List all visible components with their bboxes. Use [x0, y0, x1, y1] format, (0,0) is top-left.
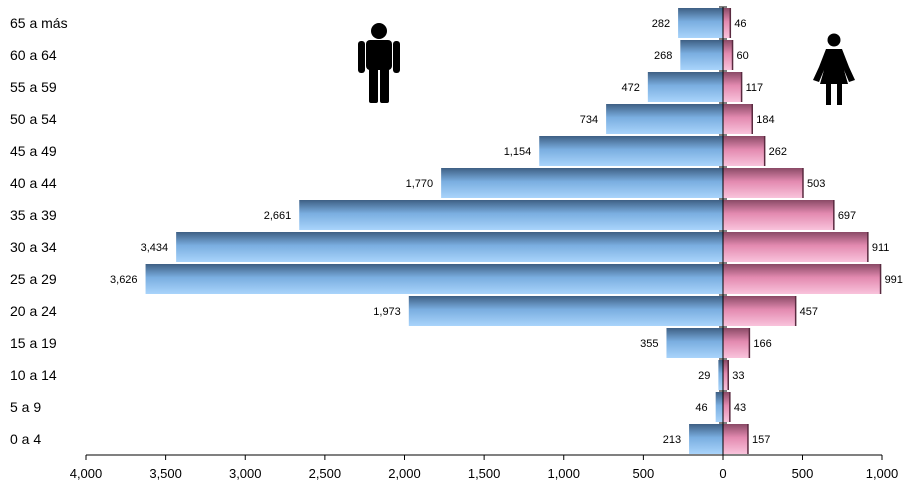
female-bar [723, 40, 733, 70]
category-label: 40 a 44 [10, 175, 57, 191]
male-data-label: 29 [698, 370, 710, 382]
male-bar [718, 360, 723, 390]
male-bar [715, 392, 723, 422]
female-data-label: 60 [737, 50, 749, 62]
male-bar [539, 136, 723, 166]
male-bar [145, 264, 723, 294]
male-figure-icon [358, 23, 400, 103]
female-data-label: 166 [753, 338, 771, 350]
male-data-label: 472 [621, 82, 639, 94]
female-data-label: 117 [746, 82, 764, 94]
female-figure-icon [813, 33, 855, 105]
female-bar [723, 72, 742, 102]
x-tick-label: 1,000 [547, 466, 580, 481]
male-data-label: 2,661 [264, 210, 292, 222]
female-data-label: 911 [872, 242, 890, 254]
category-label: 50 a 54 [10, 111, 57, 127]
female-data-label: 457 [800, 306, 818, 318]
female-bar [723, 328, 750, 358]
male-data-label: 268 [654, 50, 672, 62]
male-data-label: 46 [695, 402, 707, 414]
female-data-label: 184 [756, 114, 774, 126]
female-bar [723, 360, 729, 390]
female-data-label: 46 [734, 18, 746, 30]
male-bar [666, 328, 723, 358]
x-tick-label: 500 [792, 466, 814, 481]
female-bar [723, 136, 765, 166]
category-label: 10 a 14 [10, 367, 57, 383]
female-data-label: 503 [807, 178, 825, 190]
female-bar [723, 232, 868, 262]
data-labels: 282 46 268 60 472 117 734 184 1,154 262 1,770 503 2,… [110, 18, 903, 446]
female-data-label: 991 [885, 274, 903, 286]
female-data-label: 157 [752, 434, 770, 446]
bars-group [145, 8, 882, 454]
male-data-label: 1,973 [373, 306, 401, 318]
male-bar [647, 72, 723, 102]
x-tick-label: 500 [633, 466, 655, 481]
male-data-label: 3,434 [141, 242, 169, 254]
female-data-label: 43 [734, 402, 746, 414]
male-bar [680, 40, 723, 70]
category-label: 45 a 49 [10, 143, 57, 159]
female-data-label: 33 [732, 370, 744, 382]
category-label: 30 a 34 [10, 239, 57, 255]
female-bar [723, 104, 753, 134]
male-data-label: 734 [580, 114, 598, 126]
category-label: 60 a 64 [10, 47, 57, 63]
category-label: 15 a 19 [10, 335, 57, 351]
female-bar [723, 8, 731, 38]
male-bar [441, 168, 723, 198]
female-data-label: 262 [769, 146, 787, 158]
x-tick-label: 1,000 [866, 466, 899, 481]
category-label: 5 a 9 [10, 399, 41, 415]
male-data-label: 213 [663, 434, 681, 446]
male-bar [606, 104, 723, 134]
female-data-label: 697 [838, 210, 856, 222]
category-label: 0 a 4 [10, 431, 41, 447]
male-data-label: 355 [640, 338, 658, 350]
x-tick-label: 4,000 [70, 466, 103, 481]
axes [85, 6, 883, 460]
male-data-label: 3,626 [110, 274, 138, 286]
x-tick-label: 2,500 [309, 466, 342, 481]
category-label: 35 a 39 [10, 207, 57, 223]
x-tick-label: 3,000 [229, 466, 262, 481]
male-bar [689, 424, 723, 454]
female-bar [723, 168, 803, 198]
tick-labels: 4,000 3,500 3,000 2,500 2,000 1,500 1,000 500 0 5… [70, 466, 899, 481]
category-label: 55 a 59 [10, 79, 57, 95]
female-bar [723, 392, 730, 422]
female-bar [723, 424, 748, 454]
male-bar [299, 200, 723, 230]
female-bar [723, 296, 796, 326]
male-bar [176, 232, 723, 262]
x-tick-label: 3,500 [149, 466, 182, 481]
male-data-label: 1,770 [406, 178, 434, 190]
male-data-label: 282 [652, 18, 670, 30]
female-bar [723, 264, 881, 294]
category-label: 65 a más [10, 15, 68, 31]
x-tick-label: 1,500 [468, 466, 501, 481]
x-tick-label: 0 [719, 466, 726, 481]
category-labels: 65 a más 60 a 64 55 a 59 50 a 54 45 a 49 40 a… [10, 15, 68, 447]
male-bar [678, 8, 723, 38]
female-bar [723, 200, 834, 230]
male-data-label: 1,154 [504, 146, 532, 158]
x-tick-label: 2,000 [388, 466, 421, 481]
category-label: 20 a 24 [10, 303, 57, 319]
male-bar [408, 296, 723, 326]
category-label: 25 a 29 [10, 271, 57, 287]
